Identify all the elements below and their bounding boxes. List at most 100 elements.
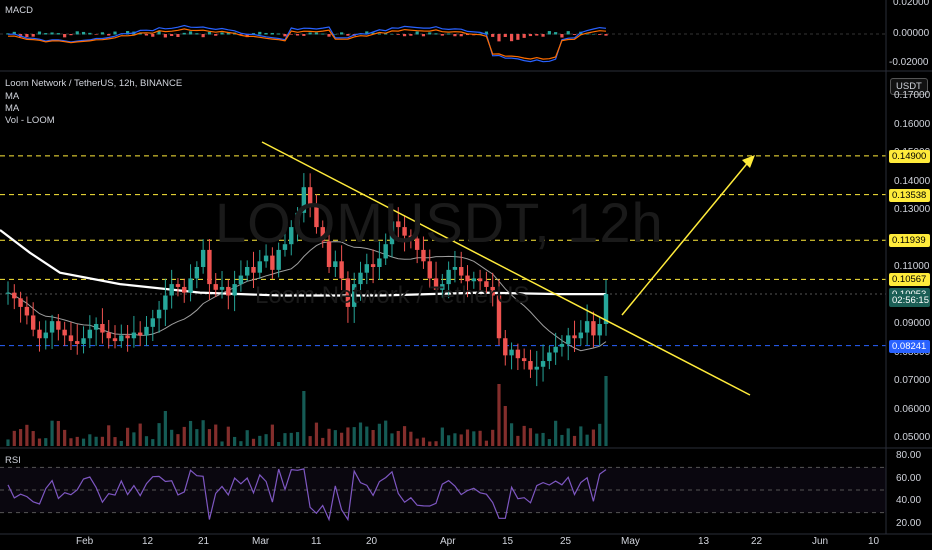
- macd-histogram-bar: [107, 34, 111, 36]
- time-tick-label: Mar: [252, 536, 270, 547]
- volume-bar: [402, 426, 407, 446]
- volume-bar: [163, 411, 167, 446]
- time-tick-label: 10: [868, 536, 880, 547]
- price-tick-label: 0.14000: [894, 175, 931, 187]
- candle-body: [5, 292, 11, 294]
- volume-bar: [132, 432, 136, 446]
- time-tick-label: Apr: [440, 536, 456, 547]
- candle-body: [528, 361, 533, 370]
- volume-bar: [327, 428, 331, 446]
- candle-body: [320, 227, 325, 242]
- macd-histogram-bar: [12, 31, 16, 35]
- candle-body: [156, 309, 162, 319]
- volume-bar: [138, 423, 142, 446]
- macd-histogram-bar: [415, 31, 419, 35]
- volume-bar: [25, 424, 29, 446]
- volume-bar: [220, 441, 224, 446]
- volume-bar: [100, 436, 105, 446]
- rsi-label: RSI: [5, 455, 21, 466]
- price-tag: 02:56:15: [889, 293, 930, 307]
- candle-body: [358, 272, 363, 285]
- candle-body: [402, 227, 407, 236]
- volume-bar: [75, 436, 79, 446]
- volume-bar: [126, 427, 130, 446]
- candle-body: [30, 315, 36, 330]
- volume-bar: [340, 432, 344, 446]
- volume-bar: [371, 430, 375, 446]
- symbol-title[interactable]: Loom Network / TetherUS, 12h, BINANCE: [5, 78, 183, 89]
- macd-histogram-bar: [75, 31, 79, 35]
- candle-body: [471, 278, 477, 282]
- candle-body: [345, 278, 351, 307]
- volume-bar: [151, 439, 155, 446]
- volume-bar: [264, 434, 268, 446]
- macd-histogram-bar: [37, 31, 42, 35]
- macd-histogram-bar: [541, 34, 545, 37]
- volume-bar: [547, 439, 551, 446]
- volume-bar: [396, 430, 400, 446]
- currency-button[interactable]: USDT: [890, 78, 928, 95]
- indicator-volume[interactable]: Vol - LOOM: [5, 115, 55, 126]
- candles: [5, 173, 609, 387]
- macd-histogram-bar: [56, 33, 60, 35]
- ma-long-line: [0, 229, 606, 297]
- indicator-ma-1[interactable]: MA: [5, 91, 20, 102]
- macd-tick-label: -0.02000: [889, 57, 929, 68]
- macd-histogram-bar: [365, 31, 369, 35]
- price-tag: 0.08241: [889, 339, 930, 353]
- macd-histogram-bar: [453, 34, 457, 37]
- volume-bar: [509, 423, 514, 446]
- macd-histogram-bar: [434, 33, 438, 35]
- volume-bars: [6, 376, 608, 446]
- macd-histogram-bar: [302, 34, 306, 36]
- macd-histogram-bar: [226, 32, 230, 35]
- candle-body: [396, 221, 401, 228]
- volume-bar: [352, 427, 356, 446]
- macd-histogram-bar: [465, 34, 470, 36]
- candle-body: [433, 278, 439, 290]
- volume-bar: [333, 430, 337, 446]
- time-tick-label: Feb: [76, 536, 94, 547]
- candle-body: [163, 295, 168, 310]
- candle-body: [307, 187, 313, 205]
- candle-body: [421, 249, 426, 262]
- macd-histogram-bar: [163, 34, 167, 38]
- candle-body: [352, 284, 357, 307]
- volume-bar: [207, 429, 212, 446]
- macd-histogram-bar: [44, 33, 48, 35]
- time-tick-label: May: [621, 536, 640, 547]
- macd-histogram-bar: [440, 34, 444, 36]
- macd-histogram-bar: [572, 34, 577, 35]
- candle-body: [333, 261, 338, 267]
- candle-body: [578, 332, 584, 339]
- macd-histogram-bar: [560, 34, 564, 38]
- price-tick-label: 0.11000: [894, 261, 930, 272]
- macd-histogram-bar: [220, 32, 224, 35]
- time-tick-label: 13: [698, 536, 710, 547]
- macd-histogram-bar: [94, 34, 98, 35]
- volume-bar: [94, 436, 98, 446]
- macd-histogram-bar: [264, 32, 268, 35]
- candle-body: [364, 264, 369, 273]
- indicator-ma-2[interactable]: MA: [5, 103, 20, 114]
- macd-histogram-bar: [182, 32, 186, 35]
- candle-body: [257, 261, 262, 273]
- candle-body: [484, 281, 489, 287]
- volume-bar: [239, 441, 243, 446]
- volume-bar: [258, 435, 262, 446]
- candle-body: [62, 329, 67, 336]
- candle-body: [465, 275, 470, 282]
- volume-bar: [214, 424, 218, 446]
- volume-bar: [283, 433, 287, 446]
- volume-bar: [289, 432, 293, 446]
- macd-histogram-bar: [598, 34, 602, 35]
- volume-bar: [346, 427, 350, 446]
- candle-body: [245, 267, 250, 276]
- candle-body: [515, 349, 521, 359]
- macd-histogram-bar: [503, 34, 507, 37]
- candle-body: [509, 349, 514, 356]
- volume-bar: [604, 376, 608, 446]
- volume-bar: [195, 429, 199, 446]
- candle-body: [137, 332, 143, 336]
